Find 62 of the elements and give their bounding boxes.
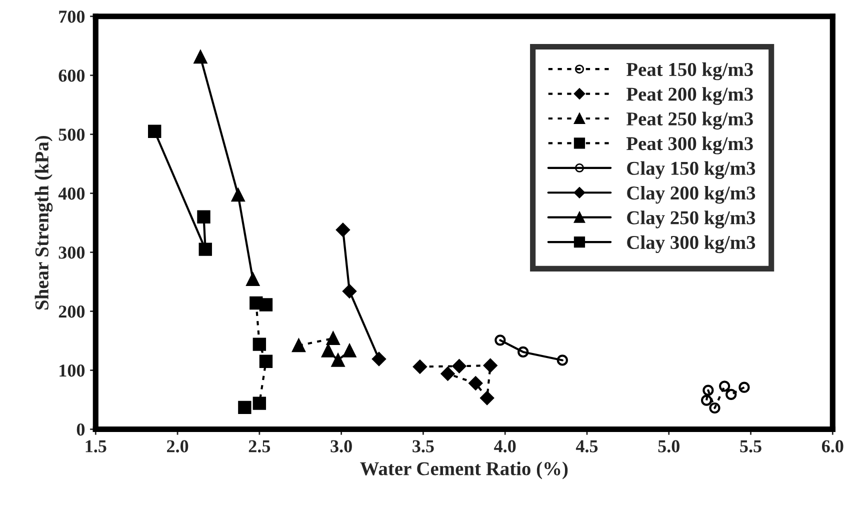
point (194, 50, 208, 64)
x-tick-label: 4.5 (576, 440, 598, 452)
x-axis-title: Water Cement Ratio (%) (360, 462, 568, 480)
point (518, 346, 529, 358)
x-tick-label: 1.5 (86, 440, 106, 452)
legend-label: Peat 300 kg/m3 (626, 136, 753, 154)
legend-label: Peat 250 kg/m3 (626, 112, 753, 130)
y-tick-label: 600 (58, 70, 85, 82)
point (331, 354, 345, 367)
point (197, 210, 210, 224)
point (494, 334, 506, 346)
point (709, 402, 720, 414)
point (440, 366, 455, 381)
x-tick-label: 3.0 (330, 440, 352, 452)
legend-label: Peat 150 kg/m3 (626, 62, 753, 80)
point (342, 284, 356, 298)
point (259, 354, 273, 368)
x-tick-label: 6.0 (822, 440, 844, 452)
point (480, 391, 494, 405)
y-tick-label: 100 (60, 364, 85, 377)
y-tick-label: 700 (59, 10, 85, 23)
point (246, 272, 260, 286)
point (292, 338, 306, 352)
legend-label: Clay 250 kg/m3 (627, 210, 756, 228)
point (452, 359, 466, 374)
legend-label: Clay 300 kg/m3 (627, 235, 756, 254)
y-tick-label: 200 (58, 306, 85, 318)
point (556, 354, 568, 366)
y-tick-label: 500 (58, 128, 85, 141)
point (336, 222, 350, 237)
point (326, 332, 340, 346)
x-tick-label: 3.5 (412, 440, 434, 452)
point (232, 188, 245, 202)
point (250, 296, 263, 310)
point (412, 360, 427, 374)
legend-label: Clay 200 kg/m3 (627, 186, 756, 204)
point (700, 394, 712, 406)
legend-label: Clay 150 kg/m3 (627, 161, 756, 180)
point (372, 352, 386, 366)
point (702, 384, 714, 396)
point (342, 344, 356, 358)
point (483, 358, 498, 372)
legend-label: Peat 200 kg/m3 (626, 87, 753, 105)
y-tick-label: 300 (58, 246, 85, 259)
y-tick-label: 400 (58, 188, 85, 200)
point (238, 400, 252, 414)
x-tick-label: 4.0 (494, 440, 516, 452)
point (252, 396, 266, 410)
x-tick-label: 5.0 (658, 440, 680, 452)
point (322, 344, 335, 358)
x-tick-label: 2.5 (248, 440, 270, 452)
y-tick-label: 0 (76, 423, 85, 436)
point (252, 338, 266, 351)
x-tick-label: 2.0 (167, 440, 188, 452)
point (726, 388, 737, 400)
point (719, 380, 730, 392)
point (468, 376, 483, 390)
point (148, 124, 162, 138)
point (198, 242, 212, 256)
y-axis-title: Shear Strength (kPa) (34, 136, 53, 310)
x-tick-label: 5.5 (740, 440, 762, 452)
point (738, 382, 750, 393)
